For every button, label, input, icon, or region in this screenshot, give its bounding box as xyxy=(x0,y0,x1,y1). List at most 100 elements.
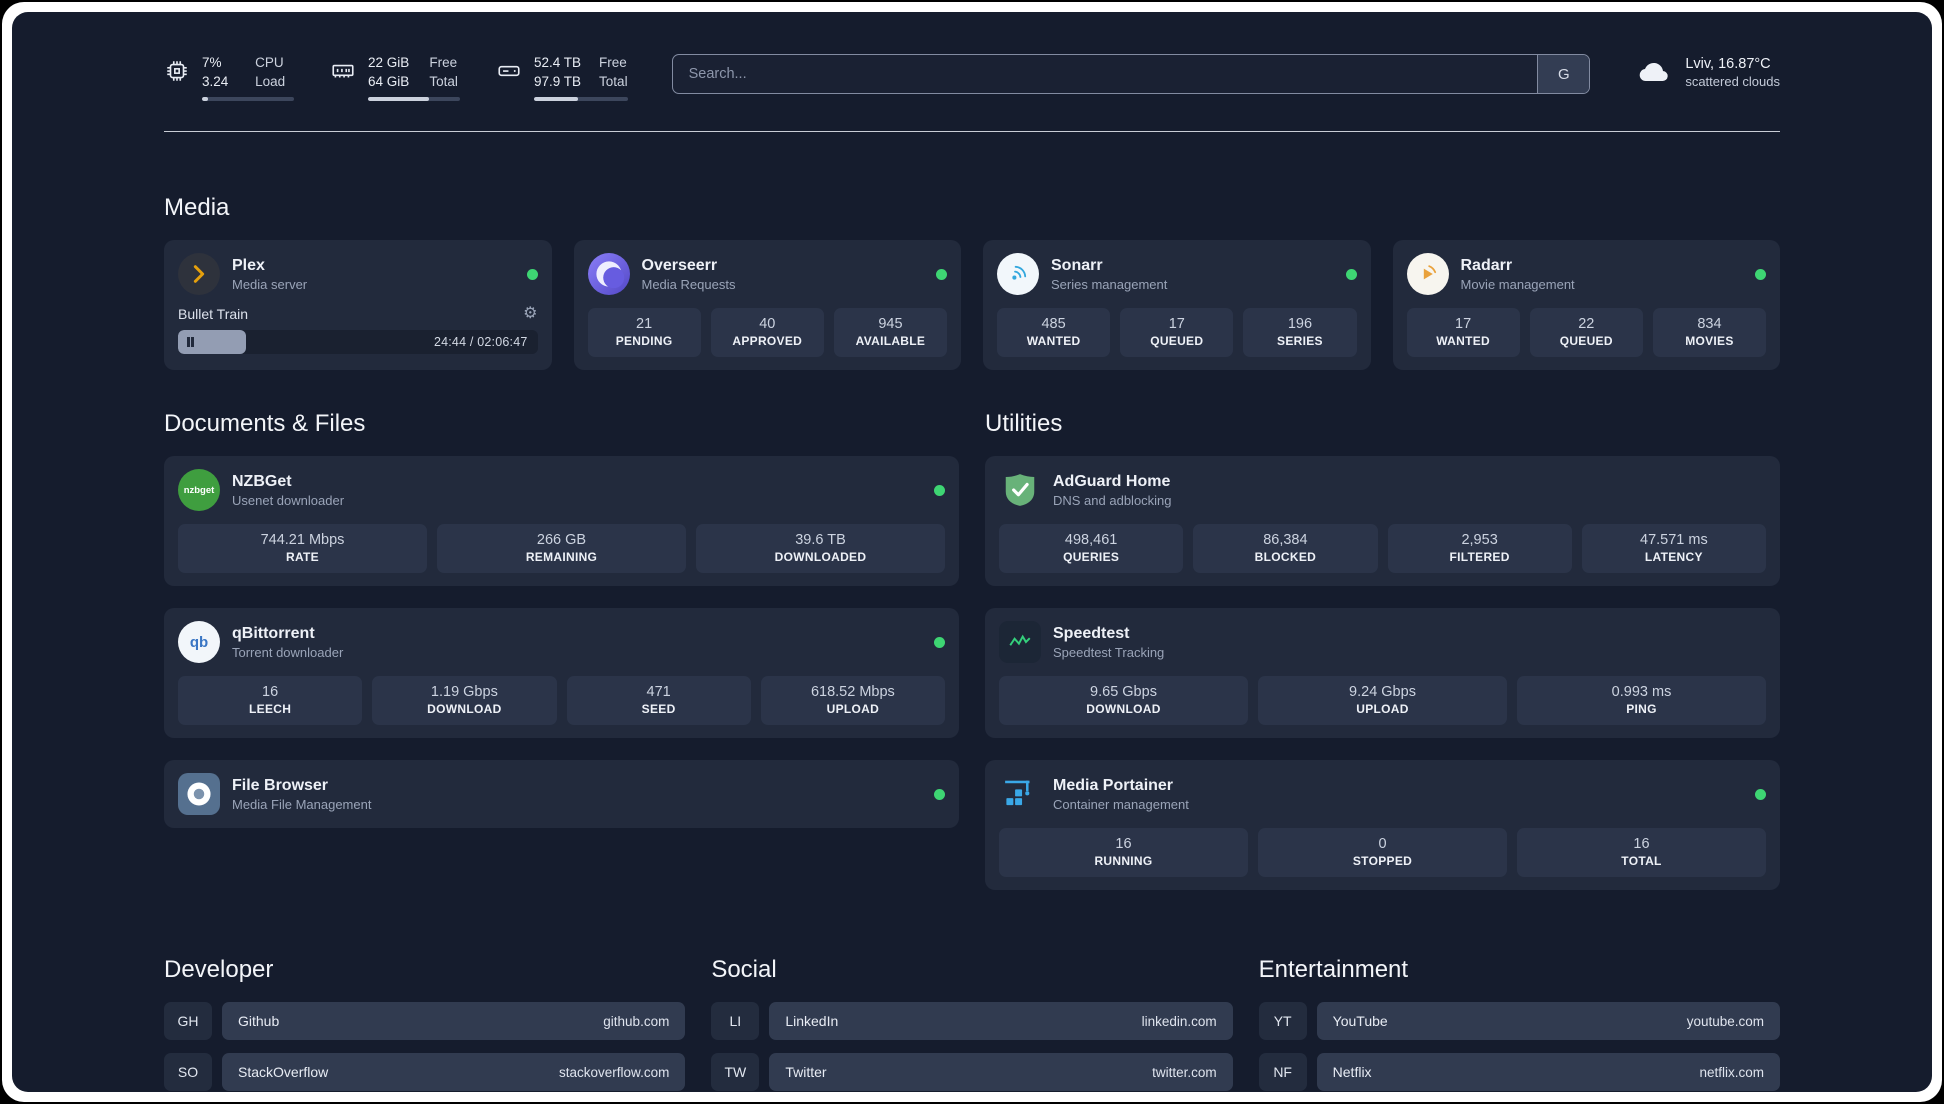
stat-label: UPLOAD xyxy=(826,702,880,717)
app-name[interactable]: AdGuard Home xyxy=(1053,473,1171,491)
filebrowser-icon[interactable] xyxy=(178,773,220,816)
documents-cards: nzbget NZBGet Usenet downloader 744.21 M… xyxy=(164,456,959,829)
speedtest-header: Speedtest Speedtest Tracking xyxy=(999,621,1766,664)
portainer-header: Media Portainer Container management xyxy=(999,773,1766,815)
stat-value: 47.571 ms xyxy=(1640,532,1708,549)
section-title-entertainment: Entertainment xyxy=(1258,956,1409,984)
stat-filtered: 2,953 FILTERED xyxy=(1387,524,1572,574)
pause-icon[interactable] xyxy=(187,337,194,348)
overseerr-icon[interactable] xyxy=(587,253,630,296)
stat-total: 16 TOTAL xyxy=(1517,828,1766,878)
app-name[interactable]: Speedtest xyxy=(1053,625,1130,643)
app-card-sonarr: Sonarr Series management 485 WANTED 17 Q… xyxy=(983,240,1371,371)
app-card-plex: Plex Media server Bullet Train ⚙ 24:44 /… xyxy=(164,240,552,371)
portainer-icon[interactable] xyxy=(999,773,1041,815)
memory-widget: 22 GiB Free 64 GiB Total xyxy=(330,54,460,102)
stat-value: 266 GB xyxy=(536,532,587,549)
disk-free-value: 52.4 TB xyxy=(534,55,582,70)
plex-progress-bar[interactable]: 24:44 / 02:06:47 xyxy=(178,330,538,355)
adguard-shield-icon[interactable] xyxy=(999,469,1041,511)
sonarr-icon[interactable] xyxy=(997,253,1039,296)
status-dot xyxy=(934,636,945,648)
qbittorrent-icon[interactable]: qb xyxy=(178,621,220,664)
app-name[interactable]: NZBGet xyxy=(232,473,292,491)
stat-label: MOVIES xyxy=(1685,334,1734,349)
plex-icon[interactable] xyxy=(178,253,220,296)
weather-location: Lviv, 16.87°C xyxy=(1685,56,1771,72)
stat-running: 16 RUNNING xyxy=(999,828,1248,878)
app-name[interactable]: Sonarr xyxy=(1051,257,1103,275)
bookmark-link-linkedin[interactable]: LinkedIn linkedin.com xyxy=(769,1002,1233,1041)
bookmark-url: netflix.com xyxy=(1699,1064,1764,1080)
bookmark-link-twitter[interactable]: Twitter twitter.com xyxy=(769,1053,1233,1092)
stat-latency: 47.571 ms LATENCY xyxy=(1581,524,1766,574)
disk-icon xyxy=(496,58,522,84)
nzbget-icon[interactable]: nzbget xyxy=(178,469,220,512)
stat-series: 196 SERIES xyxy=(1243,308,1357,358)
bookmark-abbr: LI xyxy=(711,1002,760,1041)
stat-value: 834 xyxy=(1697,316,1722,333)
utilities-cards: AdGuard Home DNS and adblocking 498,461 … xyxy=(985,456,1780,891)
stat-value: 196 xyxy=(1287,316,1313,333)
adguard-stats: 498,461 QUERIES 86,384 BLOCKED 2,953 FIL… xyxy=(999,524,1766,574)
bookmark-name: LinkedIn xyxy=(785,1013,839,1030)
adguard-header: AdGuard Home DNS and adblocking xyxy=(999,469,1766,511)
app-subtitle: Media Requests xyxy=(641,277,736,293)
speedtest-icon[interactable] xyxy=(999,621,1041,664)
stat-value: 16 xyxy=(1633,836,1650,853)
stat-value: 9.24 Gbps xyxy=(1349,684,1416,701)
bookmark-link-stackoverflow[interactable]: StackOverflow stackoverflow.com xyxy=(222,1053,686,1092)
memory-free-value: 22 GiB xyxy=(368,55,410,70)
stat-label: SEED xyxy=(641,702,676,717)
bookmark-link-github[interactable]: Github github.com xyxy=(222,1002,686,1041)
app-subtitle: Usenet downloader xyxy=(232,493,345,509)
weather-condition: scattered clouds xyxy=(1685,74,1780,89)
radarr-icon[interactable] xyxy=(1406,253,1449,296)
app-name[interactable]: qBittorrent xyxy=(232,625,315,643)
middle-columns: Documents & Files nzbget NZBGet Usenet d… xyxy=(164,410,1780,891)
portainer-stats: 16 RUNNING 0 STOPPED 16 TOTAL xyxy=(999,828,1766,878)
now-playing-title: Bullet Train xyxy=(178,306,249,323)
stat-remaining: 266 GB REMAINING xyxy=(437,524,686,574)
qbittorrent-stats: 16 LEECH 1.19 Gbps DOWNLOAD 471 SEED 6 xyxy=(178,676,945,726)
plex-meta: Plex Media server xyxy=(232,256,307,292)
stat-value: 22 xyxy=(1578,316,1595,333)
disk-total-value: 97.9 TB xyxy=(534,74,582,90)
section-title-media: Media xyxy=(164,194,230,222)
stat-approved: 40 APPROVED xyxy=(710,308,824,358)
stat-queries: 498,461 QUERIES xyxy=(999,524,1184,574)
search-input[interactable] xyxy=(672,55,1538,93)
search-engine-button[interactable]: G xyxy=(1537,55,1590,93)
stat-label: WANTED xyxy=(1436,334,1490,349)
disk-stats: 52.4 TB Free 97.9 TB Total xyxy=(534,54,628,102)
app-name[interactable]: Plex xyxy=(232,257,265,275)
disk-total-label: Total xyxy=(599,74,628,90)
app-name[interactable]: Overseerr xyxy=(641,257,718,275)
stat-value: 2,953 xyxy=(1461,532,1498,549)
status-dot xyxy=(526,268,538,280)
memory-free-label: Free xyxy=(429,55,458,70)
stat-rate: 744.21 Mbps RATE xyxy=(178,524,427,574)
stat-value: 16 xyxy=(1115,836,1132,853)
app-card-filebrowser: File Browser Media File Management xyxy=(164,760,959,829)
stat-label: STOPPED xyxy=(1352,854,1413,869)
bookmark-link-netflix[interactable]: Netflix netflix.com xyxy=(1316,1053,1780,1092)
memory-usage-bar xyxy=(368,97,460,102)
speedtest-stats: 9.65 Gbps DOWNLOAD 9.24 Gbps UPLOAD 0.99… xyxy=(999,676,1766,726)
bookmark-columns: Developer GH Github github.com SO StackO… xyxy=(164,956,1780,1092)
stat-label: LEECH xyxy=(249,702,292,717)
app-name[interactable]: Media Portainer xyxy=(1053,777,1174,795)
memory-icon xyxy=(330,58,356,84)
radarr-stats: 17 WANTED 22 QUEUED 834 MOVIES xyxy=(1406,308,1767,358)
gear-icon[interactable]: ⚙ xyxy=(523,305,538,323)
section-title-social: Social xyxy=(711,956,777,984)
bookmark-link-youtube[interactable]: YouTube youtube.com xyxy=(1316,1002,1780,1041)
stat-value: 0.993 ms xyxy=(1611,684,1672,701)
app-card-qbittorrent: qb qBittorrent Torrent downloader 16 LEE… xyxy=(164,608,959,739)
app-name[interactable]: File Browser xyxy=(232,777,329,795)
stat-leech: 16 LEECH xyxy=(178,676,363,726)
app-name[interactable]: Radarr xyxy=(1460,257,1513,275)
disk-usage-fill xyxy=(534,97,578,102)
nzbget-stats: 744.21 Mbps RATE 266 GB REMAINING 39.6 T… xyxy=(178,524,945,574)
header-divider xyxy=(164,131,1780,133)
